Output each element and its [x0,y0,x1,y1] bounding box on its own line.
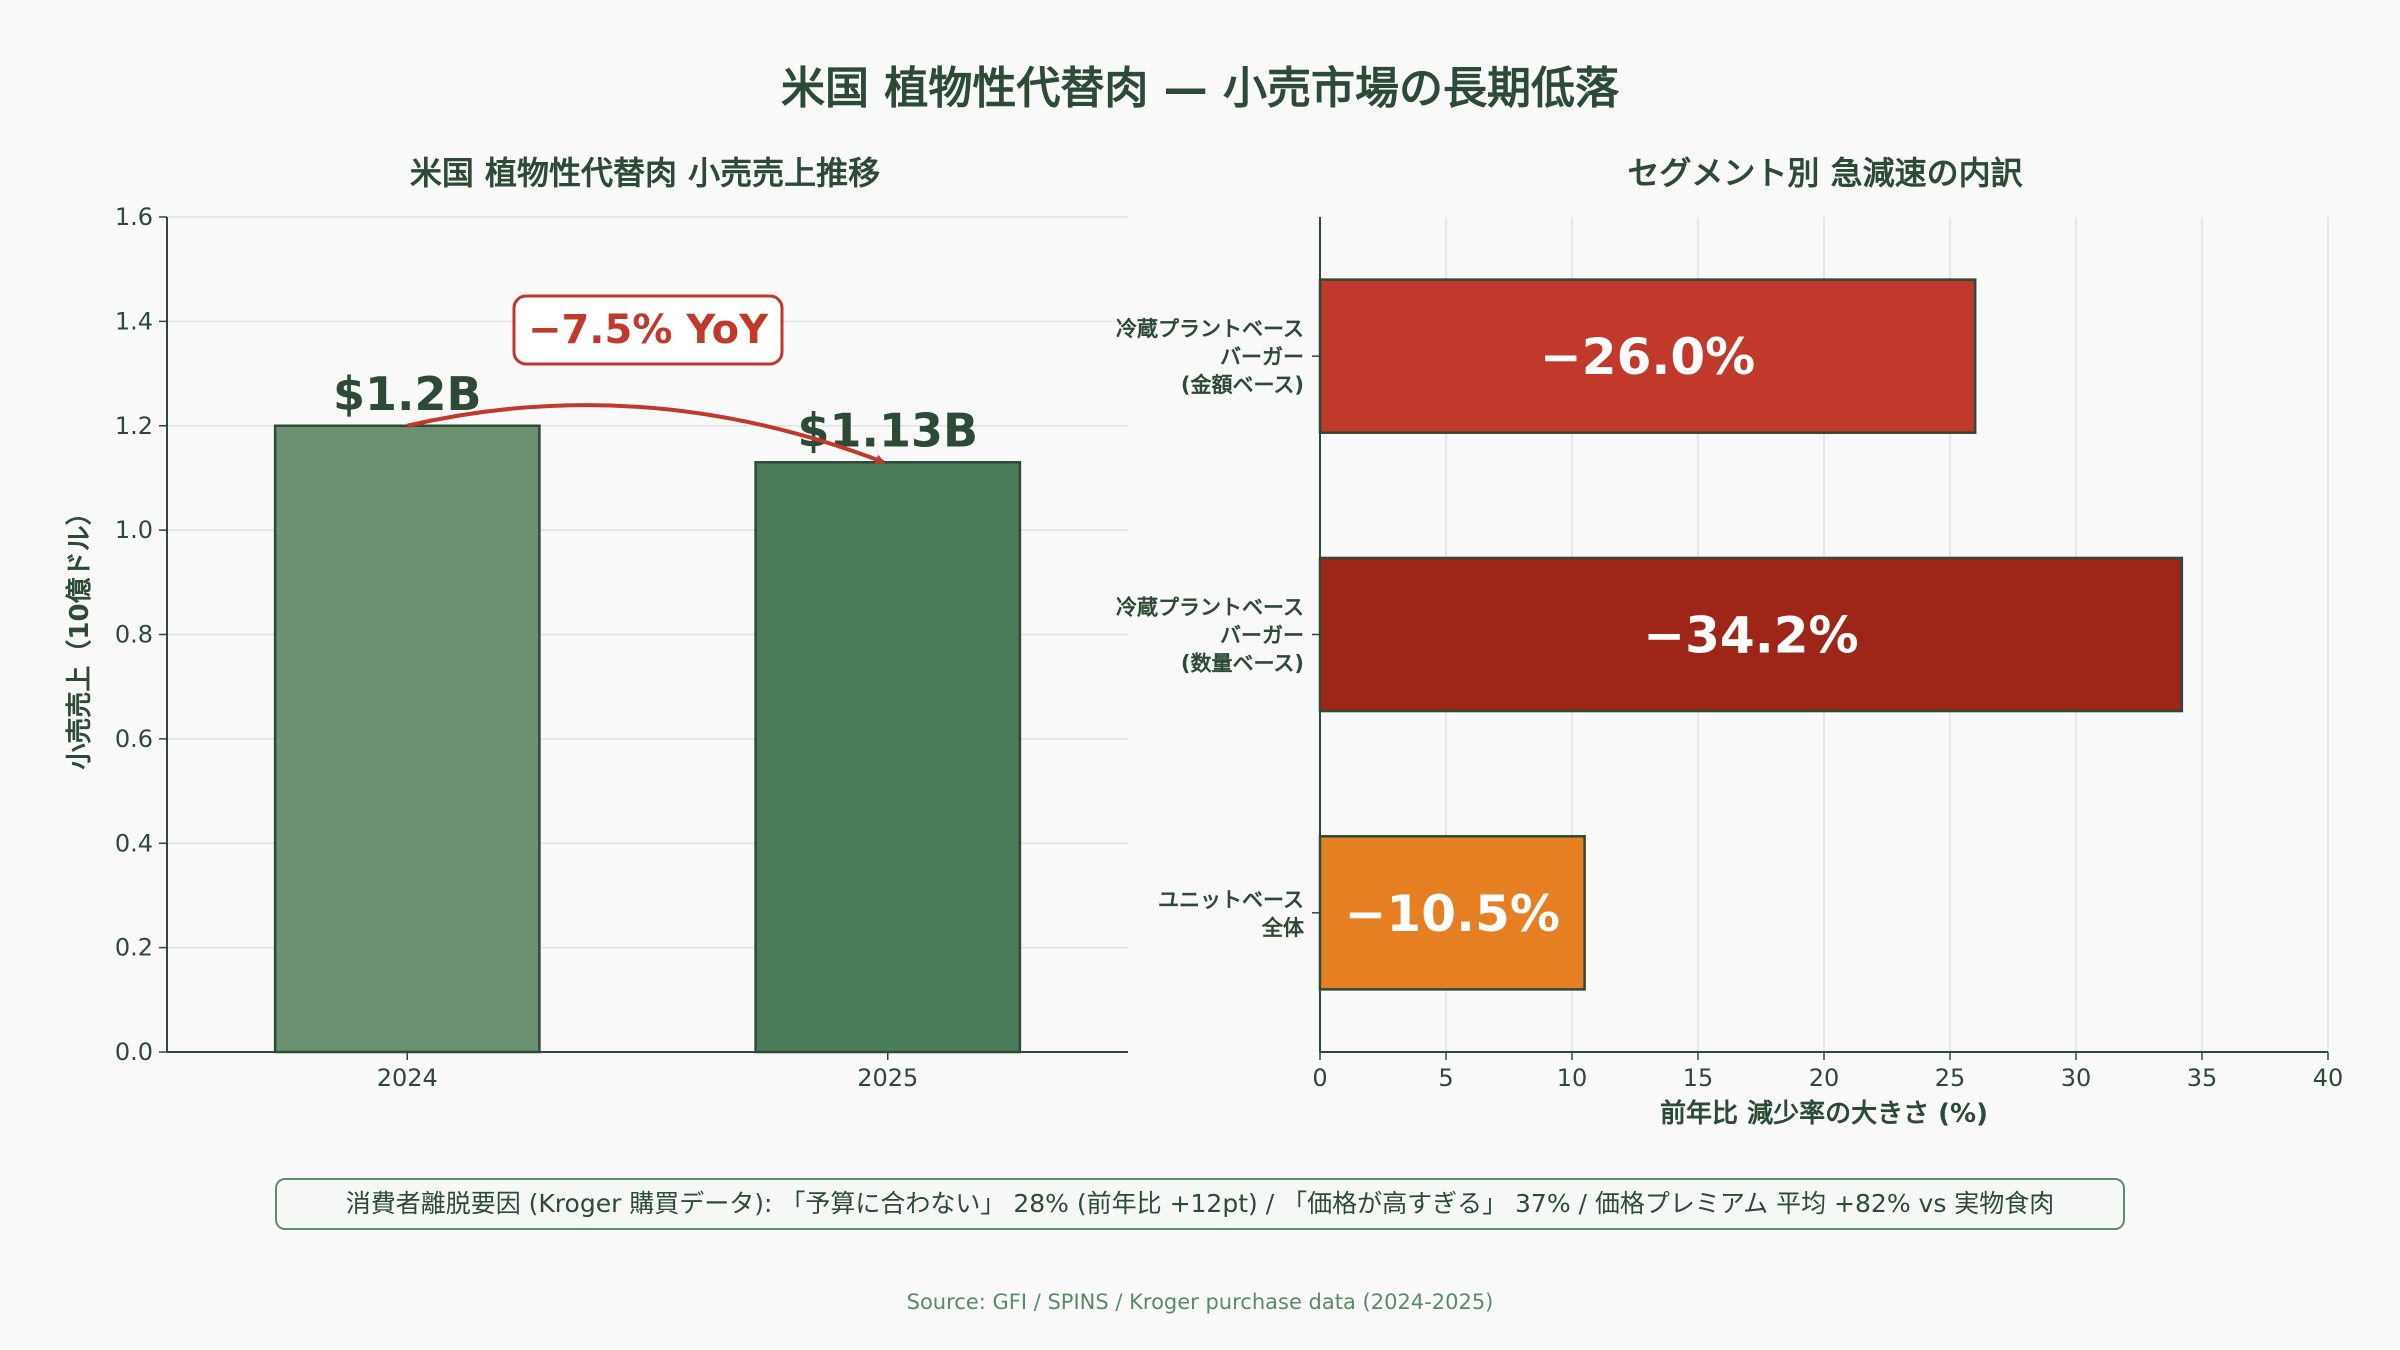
x-tick-label: 2025 [857,1064,918,1092]
y-tick-label: 0.6 [115,725,153,753]
hbar-2 [1318,835,1586,991]
category-label: ユニットベース [1158,888,1304,912]
bar-value-label: −26.0% [1540,328,1755,386]
category-label: バーガー [1220,345,1304,369]
x-tick-label: 40 [2313,1064,2344,1092]
category-label: 全体 [1261,916,1305,940]
y-tick-label: 1.6 [115,203,153,231]
bar-2025 [754,461,1022,1054]
bar-value-label: −10.5% [1345,885,1560,943]
hbar-1 [1318,556,2184,713]
category-label: バーガー [1220,624,1304,648]
bar-2024 [273,424,541,1054]
y-tick-label: 0.0 [115,1038,153,1066]
x-tick-label: 20 [1809,1064,1840,1092]
annotation-box [512,294,784,366]
x-tick-label: 35 [2187,1064,2218,1092]
source-note: Source: GFI / SPINS / Kroger purchase da… [906,1290,1494,1314]
bar-value-label: $1.2B [333,367,482,421]
x-tick-label: 25 [1935,1064,1966,1092]
main-title: 米国 植物性代替肉 — 小売市場の長期低落 [781,63,1619,114]
y-tick-label: 0.8 [115,621,153,649]
yoy-annotation: −7.5% YoY [528,307,769,353]
x-tick-label: 0 [1312,1064,1327,1092]
y-tick-label: 1.0 [115,516,153,544]
x-tick-label: 5 [1438,1064,1453,1092]
x-tick-label: 30 [2061,1064,2092,1092]
bar-value-label: −34.2% [1643,607,1858,665]
y-axis-label: 小売売上（10億ドル） [65,499,95,769]
y-tick-label: 1.4 [115,307,153,335]
change-arrow [406,403,886,465]
x-tick-label: 15 [1683,1064,1714,1092]
category-label: 冷蔵プラントベース [1116,596,1304,620]
left-chart-title: 米国 植物性代替肉 小売売上推移 [409,154,881,192]
x-axis-label: 前年比 減少率の大きさ (%) [1660,1098,1988,1129]
x-tick-label: 2024 [377,1064,438,1092]
category-label: (金額ベース) [1181,373,1304,397]
category-label: 冷蔵プラントベース [1116,317,1304,341]
right-chart-title: セグメント別 急減速の内訳 [1627,154,2023,192]
category-label: (数量ベース) [1181,652,1304,676]
consumer-factors-note: 消費者離脱要因 (Kroger 購買データ): 「予算に合わない」 28% (前… [275,1178,2125,1230]
bar-value-label: $1.13B [797,403,978,457]
x-tick-label: 10 [1557,1064,1588,1092]
y-tick-label: 0.2 [115,934,153,962]
y-tick-label: 0.4 [115,829,153,857]
y-tick-label: 1.2 [115,412,153,440]
